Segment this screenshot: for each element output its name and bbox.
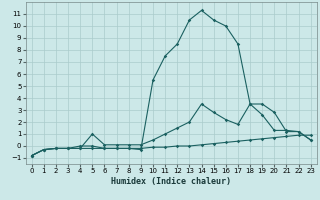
X-axis label: Humidex (Indice chaleur): Humidex (Indice chaleur) <box>111 177 231 186</box>
